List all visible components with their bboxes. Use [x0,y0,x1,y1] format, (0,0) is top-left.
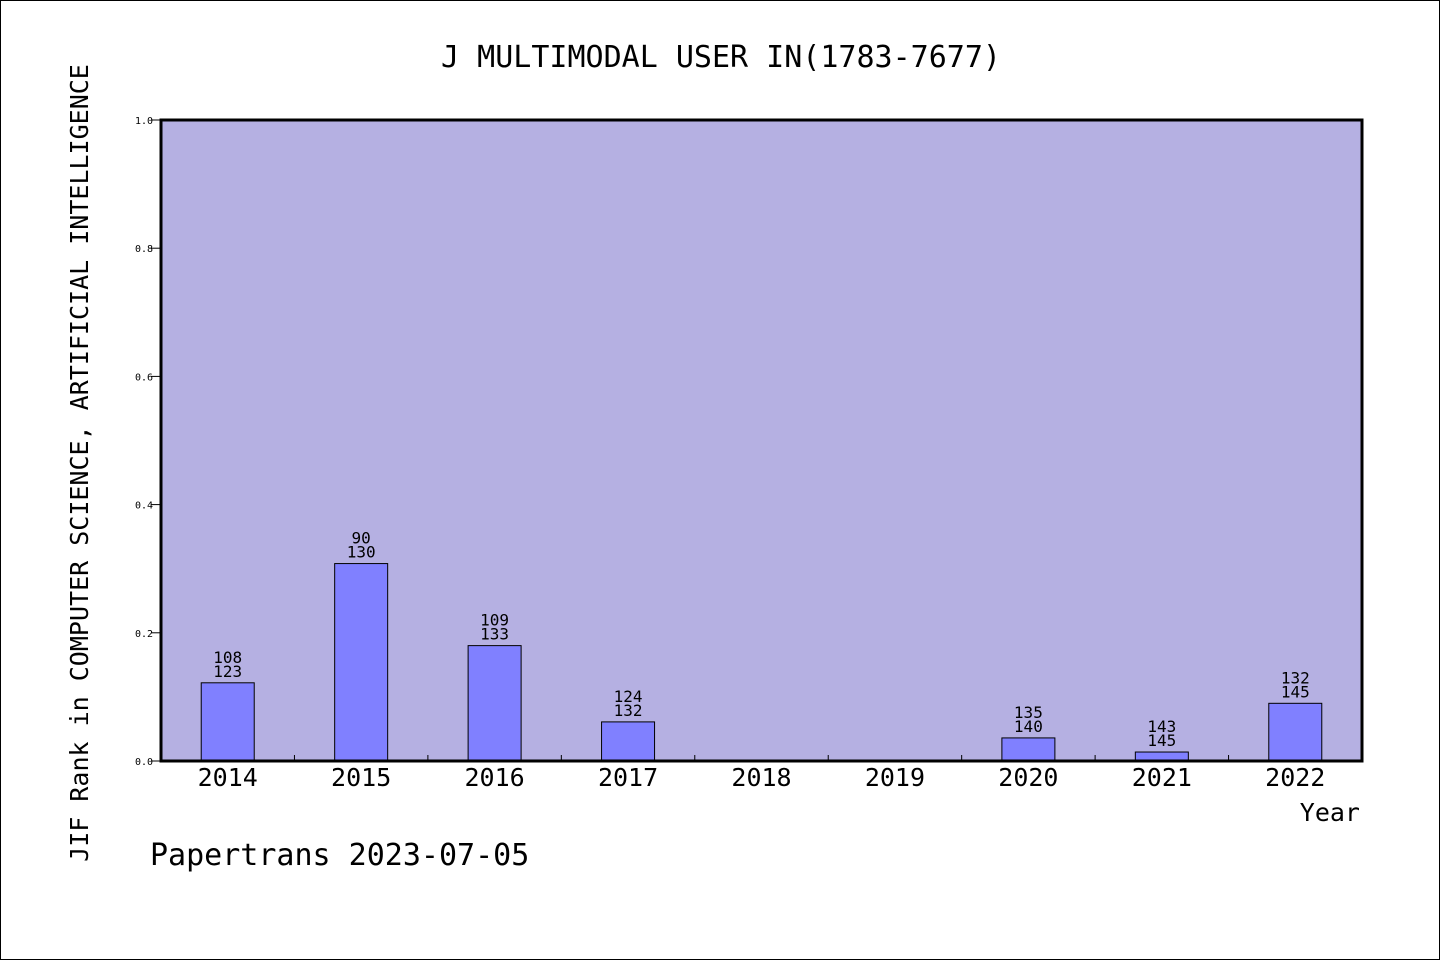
x-tick-label: 2015 [331,763,391,792]
bar-2022 [1268,702,1323,762]
y-tick-label: 0.6 [135,372,153,383]
x-tick-label: 2019 [865,763,925,792]
x-axis-label: Year [1300,798,1360,827]
data-label-total: 145 [1281,682,1310,701]
x-tick-label: 2017 [598,763,658,792]
data-label-rank: 135 [1014,703,1043,722]
x-tick-label: 2014 [198,763,258,792]
y-tick-label: 0.8 [135,244,153,255]
y-tick-label: 0.0 [135,757,153,768]
y-tick-label: 1.0 [135,116,153,127]
data-label-total: 140 [1014,717,1043,736]
data-label-total: 133 [480,625,509,644]
chart-title: J MULTIMODAL USER IN(1783-7677) [441,40,1001,75]
y-tick-label: 0.4 [135,501,153,512]
bar-series [200,563,1323,762]
x-tick-label: 2022 [1265,763,1325,792]
data-label-total: 123 [213,662,242,681]
data-label-total: 132 [614,701,643,720]
bar-2020 [1001,737,1056,762]
x-tick-label: 2018 [731,763,791,792]
y-tick-label: 0.2 [135,629,153,640]
bar-2014 [200,682,255,762]
data-label-rank: 143 [1147,717,1176,736]
bar-2015 [334,563,389,762]
x-tick-label: 2020 [998,763,1058,792]
data-label-rank: 108 [213,648,242,667]
bar-2017 [601,721,656,762]
footer-text: Papertrans 2023-07-05 [150,838,529,873]
data-label-rank: 124 [614,687,643,706]
x-tick-label: 2021 [1132,763,1192,792]
bar-2016 [467,645,522,762]
data-label-rank: 132 [1281,668,1310,687]
x-tick-label: 2016 [465,763,525,792]
data-label-total: 145 [1147,731,1176,750]
x-axis: 2014 2015 2016 2017 2018 2019 2020 2021 2022 [198,755,1325,792]
data-label-rank: 109 [480,611,509,630]
y-axis: 0.0 0.2 0.4 0.6 0.8 1.0 [135,116,161,768]
data-label-total: 130 [347,543,376,562]
y-axis-label: JIF Rank in COMPUTER SCIENCE, ARTIFICIAL… [65,64,94,862]
plot-frame [159,118,1364,763]
data-label-rank: 90 [352,529,371,548]
